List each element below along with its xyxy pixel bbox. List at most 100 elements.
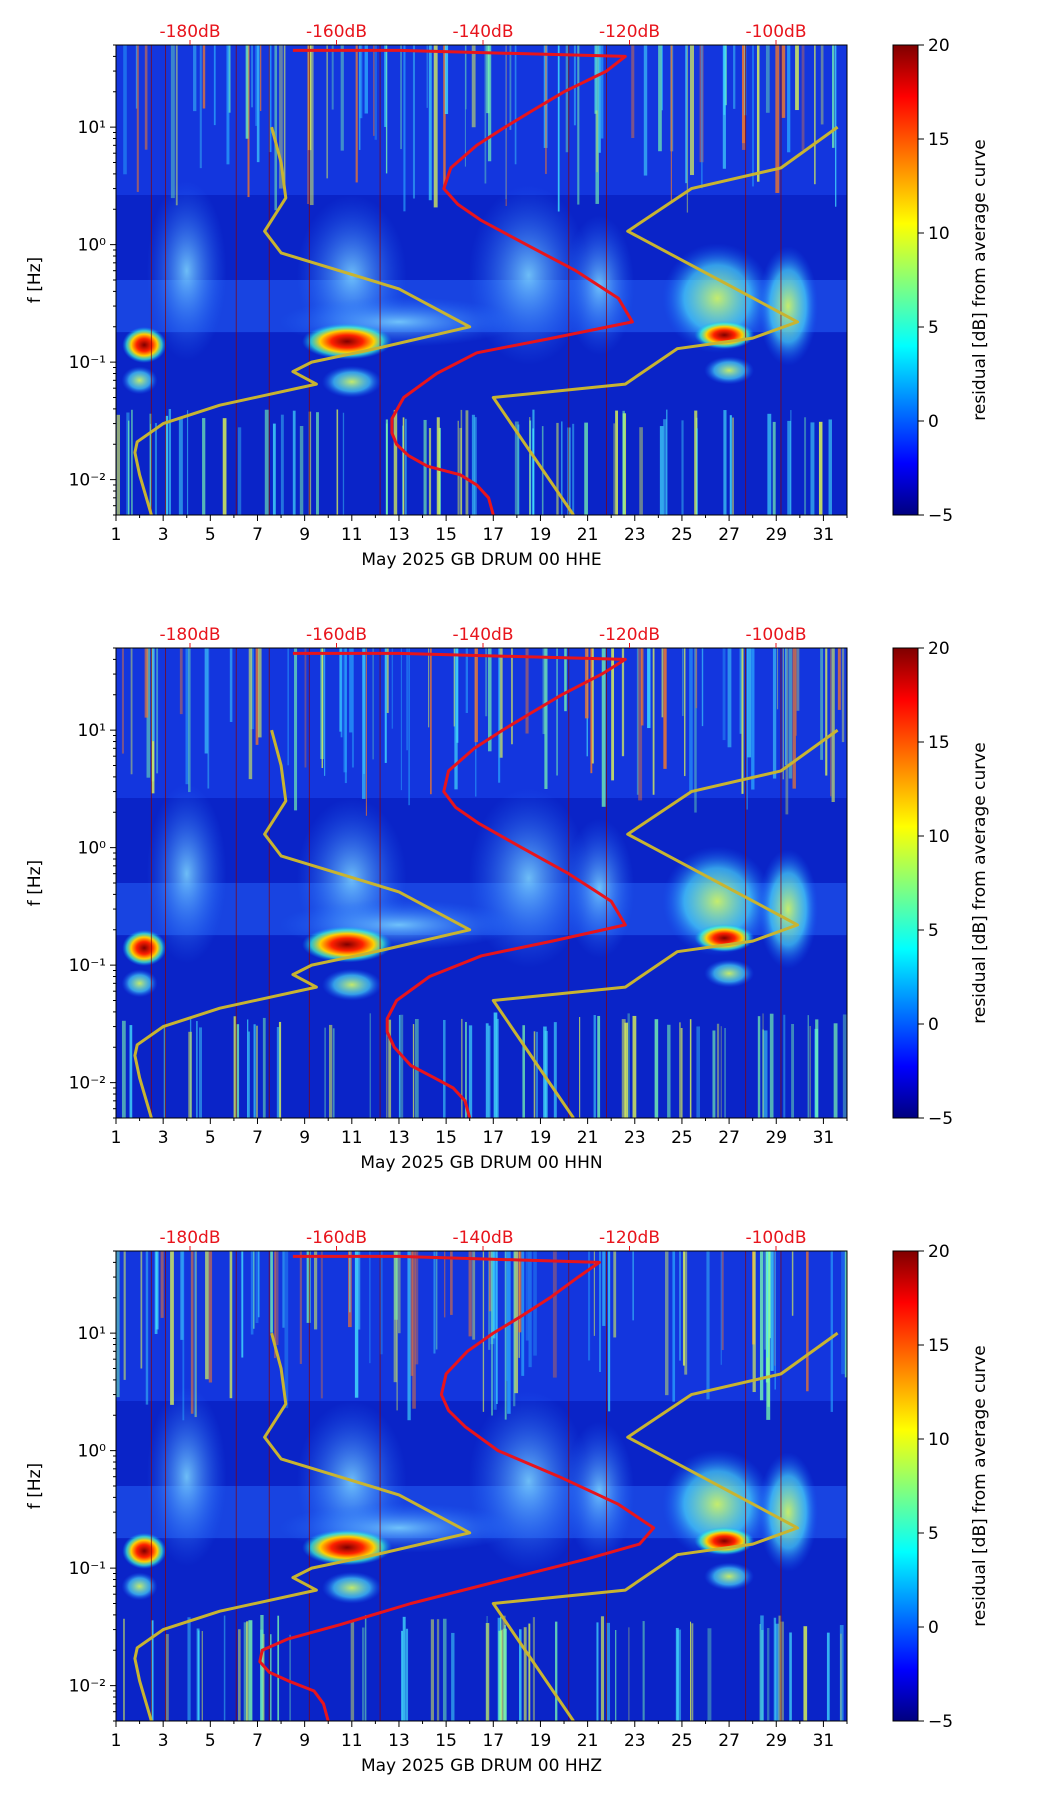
streak: [831, 648, 835, 802]
streak: [324, 648, 326, 776]
streak: [784, 648, 787, 766]
streak: [362, 1627, 365, 1721]
streak: [471, 45, 476, 128]
streak: [555, 1621, 558, 1721]
streak: [270, 1251, 273, 1333]
streak: [747, 648, 752, 758]
streak: [505, 45, 507, 200]
streak: [454, 648, 458, 790]
energy-patch: [122, 326, 167, 363]
x-tick-label: 31: [813, 525, 835, 545]
streak: [716, 1023, 720, 1118]
streak: [663, 419, 667, 515]
hf-band: [116, 45, 847, 195]
x-tick-label: 17: [482, 1731, 504, 1751]
streak: [787, 420, 792, 515]
streak: [388, 1019, 392, 1118]
streak: [528, 1623, 531, 1721]
streak: [588, 1251, 591, 1361]
streak: [814, 45, 816, 185]
streak: [471, 414, 475, 515]
x-tick-label: 17: [482, 1128, 504, 1148]
streak: [443, 45, 446, 187]
streak: [428, 648, 430, 728]
streak: [253, 1251, 255, 1329]
streak: [544, 648, 548, 789]
streak: [386, 1028, 388, 1118]
streak: [468, 1025, 473, 1118]
streak: [833, 1023, 838, 1118]
streak: [523, 1627, 527, 1721]
streak: [505, 1251, 508, 1381]
streak: [552, 1251, 557, 1378]
streak: [126, 412, 130, 515]
x-tick-label: 25: [671, 1731, 693, 1751]
streak: [661, 45, 663, 111]
streak: [299, 1251, 302, 1364]
x-tick-label: 7: [252, 1128, 263, 1148]
noise-model-curve: [491, 1331, 839, 1721]
x-tick-label: 21: [577, 1731, 599, 1751]
streak: [741, 648, 744, 794]
streak: [340, 648, 343, 738]
streak: [241, 1251, 244, 1358]
streak: [770, 1251, 774, 1371]
streak: [255, 1251, 259, 1324]
streak: [788, 648, 793, 779]
streak: [251, 45, 253, 108]
energy-patch: [704, 356, 755, 385]
streak: [207, 648, 210, 789]
streak: [511, 648, 513, 745]
db-tick-label: -100dB: [745, 1228, 806, 1248]
streak: [456, 648, 459, 743]
colorbar: −5 0 5 10 15 20 residual [dB] from average cur…: [892, 36, 990, 526]
streak: [154, 1251, 158, 1334]
streak: [459, 427, 463, 515]
streak: [468, 1251, 472, 1337]
x-tick-label: 3: [158, 525, 169, 545]
x-tick-label: 23: [624, 525, 646, 545]
streak: [485, 1622, 490, 1721]
streak: [764, 1251, 766, 1350]
streak: [600, 1616, 605, 1721]
colorbar-tick-label: 20: [928, 639, 950, 659]
energy-patch: [321, 968, 382, 1001]
streak: [602, 1251, 606, 1326]
x-tick-label: 25: [671, 1128, 693, 1148]
streak: [116, 1251, 120, 1398]
energy-patch: [146, 1386, 227, 1567]
streak: [774, 1251, 777, 1390]
streak: [385, 45, 388, 174]
streak: [659, 426, 664, 515]
streak: [677, 1629, 682, 1721]
streak: [433, 45, 438, 208]
streak: [591, 648, 594, 764]
x-tick-label: 29: [765, 525, 787, 545]
x-tick-label: 5: [205, 1128, 216, 1148]
energy-patch: [758, 849, 819, 970]
x-tick-label: 31: [813, 1731, 835, 1751]
streak: [762, 1013, 764, 1118]
energy-patch: [694, 321, 755, 350]
streak: [154, 423, 157, 515]
streak: [408, 648, 410, 806]
streak: [268, 45, 272, 153]
streak: [444, 45, 449, 115]
streak: [436, 417, 440, 515]
streak: [129, 1025, 133, 1118]
streak: [131, 409, 133, 515]
x-tick-label: 23: [624, 1128, 646, 1148]
streak: [430, 1619, 434, 1721]
streak: [632, 1015, 637, 1118]
streak: [775, 45, 780, 193]
streak: [259, 45, 262, 111]
streak: [707, 1628, 712, 1721]
streak: [202, 418, 206, 515]
colorbar-tick-label: −5: [928, 506, 953, 526]
streak: [767, 413, 772, 515]
streak: [791, 1251, 794, 1316]
streak: [442, 1618, 447, 1721]
streak: [639, 427, 643, 515]
spectrogram-image: [116, 1251, 847, 1721]
x-tick-label: 9: [299, 525, 310, 545]
